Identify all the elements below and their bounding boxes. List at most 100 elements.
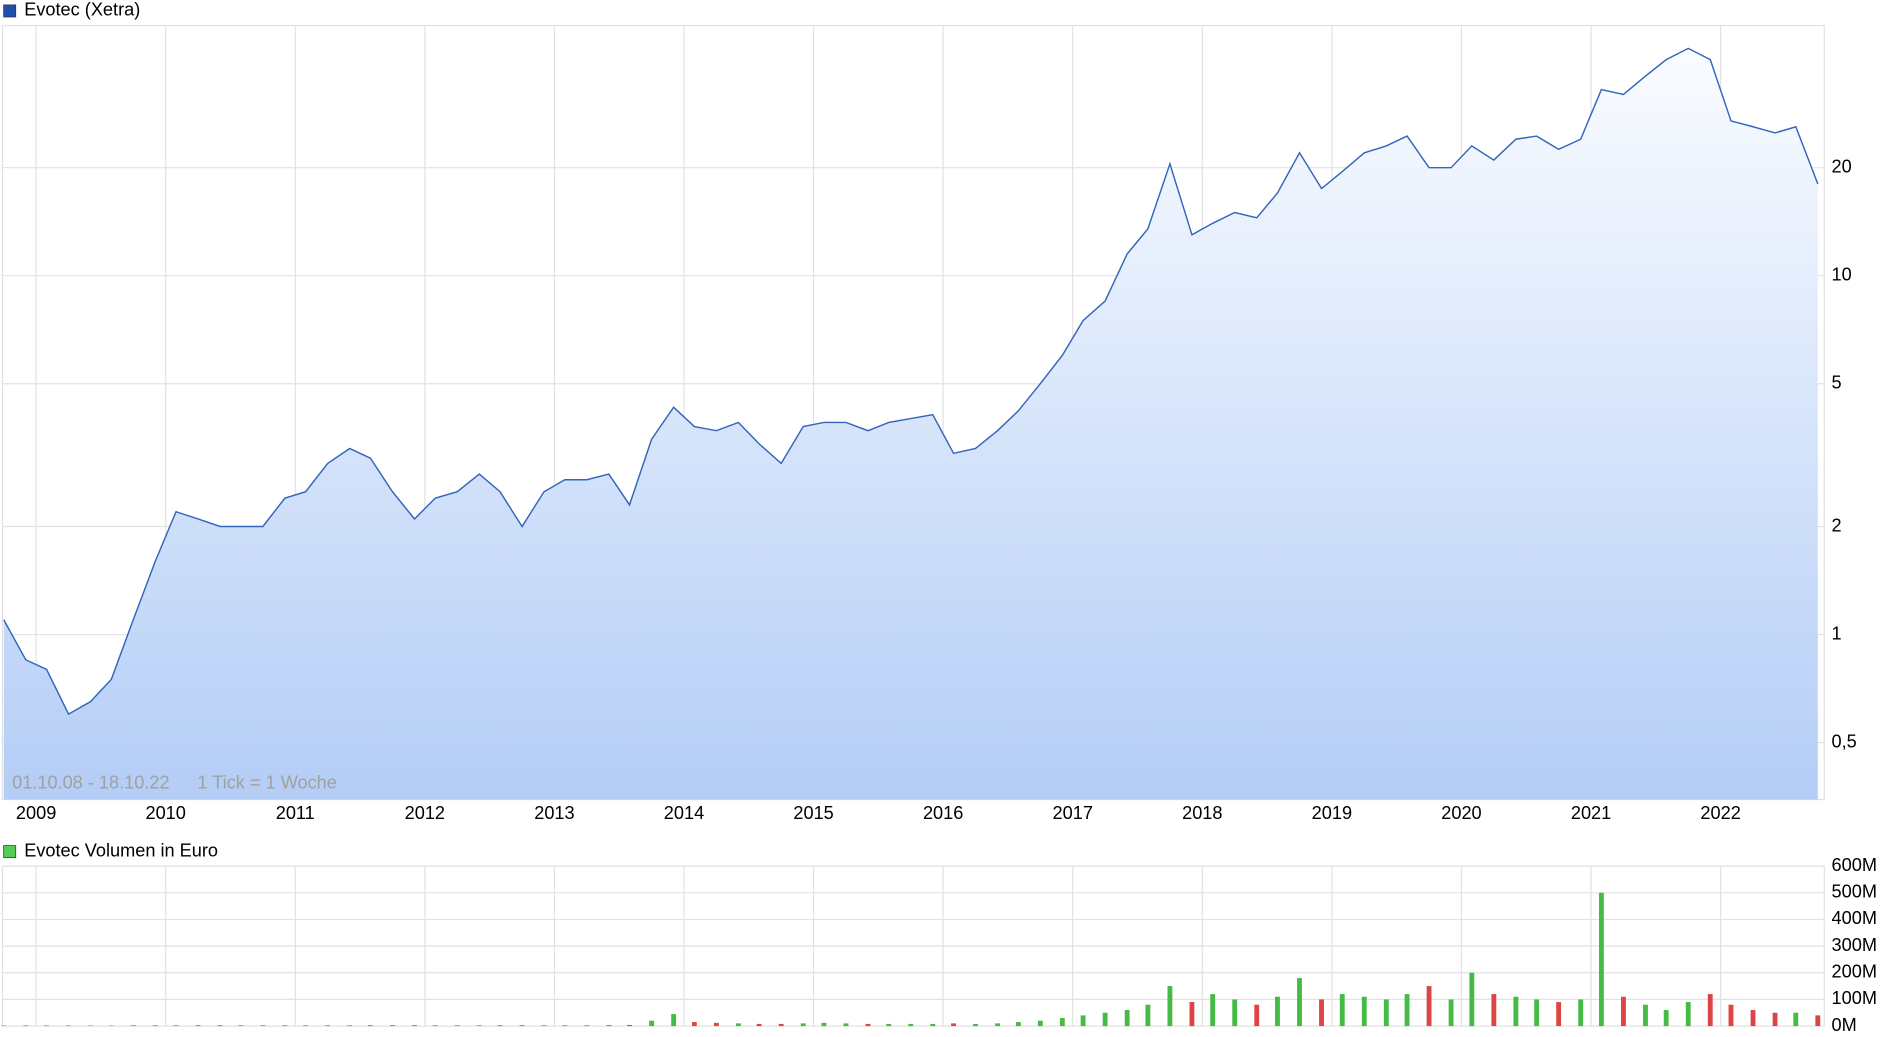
volume-bar — [1037, 1020, 1043, 1027]
volume-bar — [303, 1025, 309, 1027]
volume-bar — [152, 1025, 158, 1027]
volume-bar — [1, 1025, 7, 1027]
x-tick-label: 2014 — [664, 803, 704, 823]
volume-bar — [756, 1023, 762, 1027]
tick-note: 1 Tick = 1 Woche — [197, 773, 336, 793]
volume-bar — [1707, 994, 1713, 1027]
volume-bar — [66, 1025, 71, 1027]
volume-bar — [691, 1022, 697, 1027]
volume-bar — [282, 1025, 288, 1027]
y-tick-label: 100M — [1832, 988, 1877, 1008]
volume-bar — [735, 1023, 741, 1027]
volume-bar — [1015, 1022, 1021, 1027]
volume-bar — [347, 1025, 353, 1027]
volume-bar — [671, 1014, 677, 1027]
volume-bar — [1189, 1002, 1195, 1027]
volume-bar — [1167, 986, 1173, 1027]
volume-bar — [584, 1025, 590, 1027]
volume-bar — [1297, 978, 1302, 1027]
volume-bar — [1080, 1015, 1086, 1027]
volume-bar — [1663, 1010, 1669, 1027]
volume-bar — [1319, 999, 1324, 1027]
volume-bar — [1102, 1012, 1108, 1027]
volume-bar — [217, 1025, 223, 1027]
volume-bar — [1491, 994, 1497, 1027]
volume-bar — [886, 1023, 892, 1027]
volume-bar — [432, 1025, 438, 1027]
volume-bar — [930, 1023, 936, 1027]
volume-bar — [1232, 999, 1238, 1027]
volume-bar — [23, 1025, 29, 1027]
price-line — [3, 47, 1819, 716]
volume-bar — [1793, 1012, 1799, 1027]
volume-bar — [1124, 1010, 1130, 1027]
y-tick-label: 1 — [1832, 623, 1842, 643]
volume-bar — [195, 1025, 201, 1027]
volume-bar — [778, 1023, 784, 1027]
legend-swatch — [3, 845, 17, 859]
y-tick-label: 5 — [1832, 373, 1842, 393]
legend-swatch — [3, 4, 17, 18]
y-tick-label: 600M — [1832, 855, 1877, 875]
volume-bar — [1534, 999, 1540, 1027]
volume-bar — [627, 1024, 632, 1027]
volume-bar — [1254, 1004, 1260, 1027]
price-area — [3, 48, 1818, 800]
volume-bar — [713, 1022, 719, 1027]
volume-bar — [1404, 994, 1410, 1027]
volume-bar — [800, 1023, 806, 1027]
volume-bar — [1448, 999, 1454, 1027]
volume-bar — [1275, 996, 1280, 1027]
volume-bar — [173, 1025, 179, 1027]
volume-bar — [951, 1023, 956, 1027]
legend-label: Evotec (Xetra) — [24, 0, 140, 20]
volume-bar — [973, 1023, 978, 1027]
volume-bar — [1556, 1002, 1562, 1027]
y-tick-label: 10 — [1832, 264, 1852, 284]
volume-bar — [390, 1025, 395, 1027]
volume-bar — [1728, 1004, 1734, 1027]
volume-bar — [44, 1025, 49, 1027]
volume-bar — [995, 1023, 1000, 1027]
x-tick-label: 2019 — [1312, 803, 1352, 823]
volume-bar — [541, 1025, 547, 1027]
volume-bar — [1815, 1015, 1821, 1027]
y-tick-label: 20 — [1832, 156, 1852, 176]
x-tick-label: 2020 — [1441, 803, 1481, 823]
volume-bar — [1513, 996, 1519, 1027]
x-tick-label: 2013 — [534, 803, 574, 823]
y-tick-label: 2 — [1832, 515, 1842, 535]
volume-bar — [1643, 1004, 1648, 1027]
volume-bar — [562, 1025, 568, 1027]
volume-bar — [606, 1024, 612, 1027]
volume-bar — [497, 1025, 503, 1027]
volume-bar — [1210, 994, 1216, 1027]
x-tick-label: 2015 — [793, 803, 833, 823]
x-tick-label: 2011 — [276, 803, 315, 823]
y-tick-label: 0,5 — [1832, 731, 1857, 751]
x-tick-label: 2010 — [145, 803, 185, 823]
y-tick-label: 0M — [1832, 1015, 1857, 1035]
x-tick-label: 2022 — [1700, 803, 1740, 823]
y-tick-label: 400M — [1832, 908, 1877, 928]
volume-bar — [1339, 994, 1345, 1027]
volume-bar — [649, 1020, 655, 1027]
date-range: 01.10.08 - 18.10.22 — [12, 773, 169, 793]
y-tick-label: 200M — [1832, 962, 1877, 982]
volume-bar — [1145, 1004, 1151, 1027]
volume-bar — [1750, 1010, 1756, 1027]
volume-bar — [260, 1025, 266, 1027]
x-tick-label: 2009 — [16, 803, 56, 823]
volume-bar — [1598, 892, 1604, 1027]
volume-bar — [1469, 972, 1475, 1027]
volume-bar — [519, 1025, 525, 1027]
x-tick-label: 2021 — [1571, 803, 1611, 823]
volume-bar — [412, 1025, 417, 1027]
volume-bar — [1383, 999, 1389, 1027]
volume-bar — [821, 1022, 827, 1027]
volume-bar — [1426, 986, 1432, 1027]
volume-bar — [1685, 1002, 1691, 1027]
volume-bar — [1361, 996, 1367, 1027]
volume-bar — [908, 1023, 914, 1027]
